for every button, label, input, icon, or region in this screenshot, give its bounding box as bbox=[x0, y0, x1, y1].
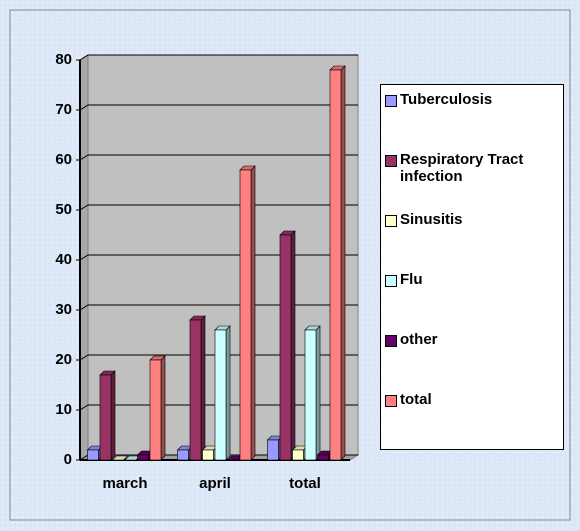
y-tick-label: 60 bbox=[55, 151, 72, 168]
legend-swatch bbox=[385, 95, 397, 107]
legend: Tuberculosis Respiratory Tract infection S… bbox=[380, 84, 564, 450]
bar bbox=[304, 329, 317, 461]
legend-label: other bbox=[400, 331, 438, 348]
legend-swatch bbox=[385, 155, 397, 167]
bar bbox=[292, 449, 304, 461]
grid-line bbox=[79, 104, 358, 111]
bar bbox=[329, 69, 342, 461]
bar bbox=[177, 449, 189, 461]
bar bbox=[279, 234, 292, 461]
grid-line bbox=[79, 204, 358, 211]
y-tick-label: 10 bbox=[55, 401, 72, 418]
bar-side bbox=[200, 315, 206, 461]
legend-entry: Tuberculosis bbox=[385, 91, 559, 151]
bar-side bbox=[290, 230, 296, 461]
y-tick-label: 50 bbox=[55, 201, 72, 218]
x-tick-label: april bbox=[199, 475, 231, 492]
grid-line bbox=[79, 354, 358, 361]
bar-side bbox=[315, 325, 321, 461]
legend-swatch bbox=[385, 275, 397, 287]
bar bbox=[317, 454, 329, 461]
y-tick-label: 70 bbox=[55, 101, 72, 118]
legend-entry: total bbox=[385, 391, 559, 451]
bar bbox=[149, 359, 162, 461]
grid-line bbox=[79, 154, 358, 161]
legend-label: Respiratory Tract infection bbox=[400, 151, 524, 185]
legend-swatch bbox=[385, 335, 397, 347]
bar bbox=[99, 374, 112, 461]
y-tick-label: 20 bbox=[55, 351, 72, 368]
y-tick-label: 40 bbox=[55, 251, 72, 268]
legend-label: total bbox=[400, 391, 432, 408]
bar bbox=[202, 449, 214, 461]
x-tick-label: march bbox=[102, 475, 147, 492]
bar bbox=[87, 449, 99, 461]
bar bbox=[239, 169, 252, 461]
legend-label: Tuberculosis bbox=[400, 91, 493, 108]
legend-entry: other bbox=[385, 331, 559, 391]
legend-entry: Respiratory Tract infection bbox=[385, 151, 559, 211]
bar bbox=[267, 439, 279, 461]
bar-side bbox=[110, 370, 116, 461]
bar-side bbox=[225, 325, 231, 461]
legend-entry: Sinusitis bbox=[385, 211, 559, 271]
legend-label: Flu bbox=[400, 271, 423, 288]
legend-label: Sinusitis bbox=[400, 211, 463, 228]
grid-line bbox=[79, 54, 358, 61]
bar-side bbox=[340, 65, 346, 461]
bar bbox=[189, 319, 202, 461]
chart-frame bbox=[9, 9, 571, 521]
y-tick-label: 0 bbox=[64, 451, 72, 468]
x-tick-label: total bbox=[289, 475, 321, 492]
bar-side bbox=[250, 165, 256, 461]
y-tick-label: 30 bbox=[55, 301, 72, 318]
grid-line bbox=[79, 304, 358, 311]
legend-entry: Flu bbox=[385, 271, 559, 331]
grid-line bbox=[79, 254, 358, 261]
bar-side bbox=[160, 355, 166, 461]
bar-top bbox=[111, 455, 129, 461]
grid-line bbox=[79, 404, 358, 411]
legend-swatch bbox=[385, 215, 397, 227]
bar bbox=[137, 454, 149, 461]
legend-swatch bbox=[385, 395, 397, 407]
y-tick-label: 80 bbox=[55, 51, 72, 68]
bar bbox=[214, 329, 227, 461]
